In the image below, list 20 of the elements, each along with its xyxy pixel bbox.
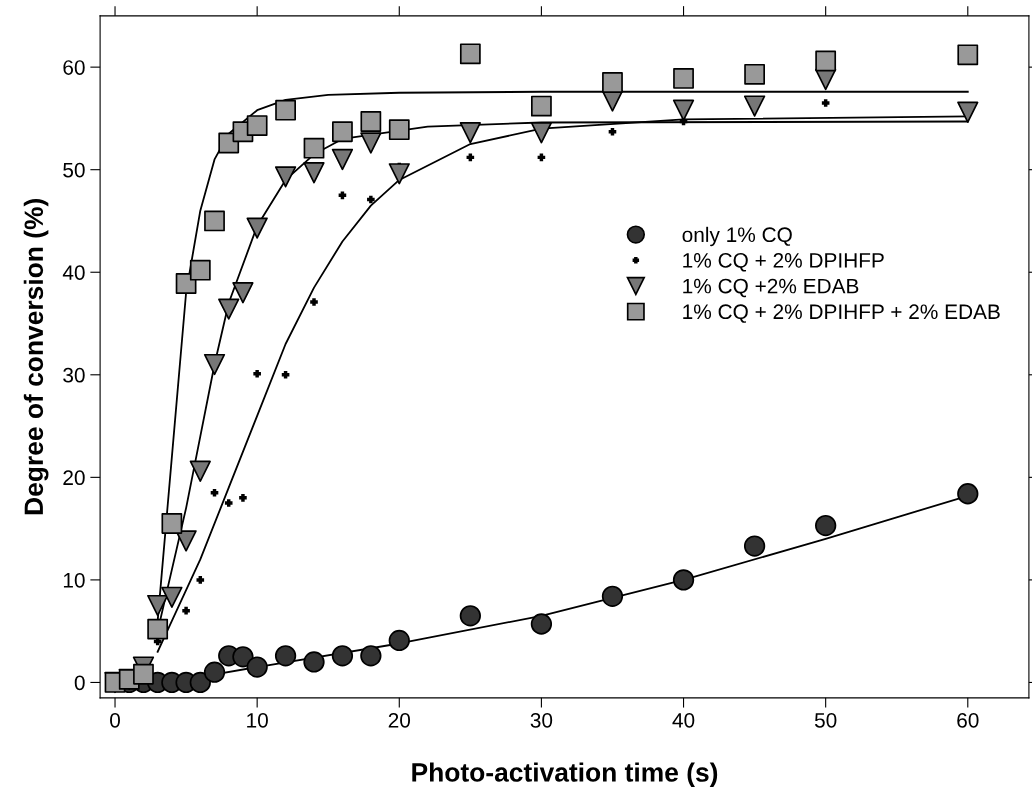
legend-label: only 1% CQ [682,226,792,247]
y-tick-label: 20 [63,470,85,486]
y-tick-label: 40 [62,265,85,280]
y-tick-label: 30 [63,367,85,383]
legend-label: 1% CQ + 2% DPIHFP [683,253,884,272]
x-tick-label: 40 [672,712,695,728]
y-axis-title: Degree of conversion (%) [23,199,49,515]
x-tick-label: 0 [110,712,121,728]
y-tick-label: 0 [74,675,85,691]
x-tick-label: 10 [247,712,268,728]
legend-label: 1% CQ + 2% DPIHFP + 2% EDAB [683,304,1000,323]
x-tick-label: 30 [530,712,553,728]
y-tick-label: 10 [63,572,85,588]
x-tick-label: 20 [388,712,411,728]
x-tick-label: 60 [957,712,979,728]
legend-label: 1% CQ +2% EDAB [683,278,859,298]
x-tick-label: 50 [814,712,837,728]
y-tick-label: 50 [63,162,85,178]
y-tick-label: 60 [63,60,85,75]
x-axis-title: Photo-activation time (s) [412,762,718,787]
